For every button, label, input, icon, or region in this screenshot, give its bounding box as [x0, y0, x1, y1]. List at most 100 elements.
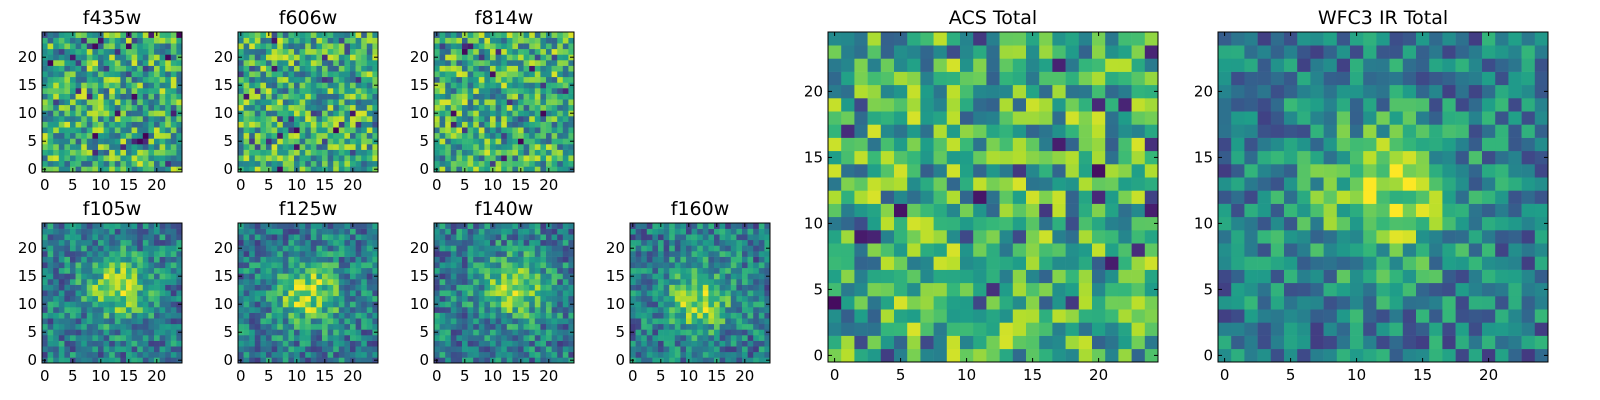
- axes-frame: [237, 222, 379, 364]
- heatmap-cell: [854, 322, 868, 336]
- heatmap-cell: [467, 234, 474, 241]
- heatmap-cell: [243, 307, 250, 313]
- heatmap-cell: [154, 138, 160, 145]
- heatmap-cell: [907, 282, 921, 297]
- heatmap-cell: [137, 251, 144, 257]
- heatmap-cell: [98, 234, 104, 241]
- heatmap-cell: [355, 251, 362, 257]
- heatmap-cell: [534, 138, 541, 145]
- heatmap-cell: [894, 164, 908, 178]
- heatmap-cell: [439, 43, 446, 50]
- heatmap-cell: [70, 335, 76, 341]
- heatmap-cell: [702, 312, 709, 319]
- heatmap-cell: [249, 284, 256, 291]
- heatmap-cell: [53, 144, 60, 150]
- heatmap-cell: [462, 340, 468, 347]
- heatmap-cell: [534, 279, 541, 285]
- heatmap-cell: [137, 37, 144, 44]
- heatmap-cell: [434, 116, 440, 122]
- heatmap-cell: [1012, 348, 1027, 363]
- heatmap-cell: [529, 110, 536, 117]
- heatmap-cell: [473, 245, 480, 252]
- heatmap-cell: [58, 60, 65, 66]
- heatmap-cell: [154, 307, 160, 313]
- heatmap-cell: [47, 71, 54, 78]
- heatmap-cell: [725, 295, 732, 302]
- heatmap-cell: [75, 239, 82, 246]
- heatmap-cell: [316, 76, 323, 83]
- heatmap-cell: [730, 307, 737, 313]
- heatmap-cell: [350, 262, 356, 269]
- heatmap-cell: [70, 37, 76, 44]
- heatmap-cell: [75, 262, 82, 269]
- heatmap-cell: [708, 223, 715, 229]
- heatmap-cell: [730, 284, 737, 291]
- heatmap-cell: [764, 239, 771, 246]
- heatmap-cell: [238, 99, 244, 106]
- heatmap-cell: [137, 340, 144, 347]
- heatmap-cell: [462, 121, 468, 128]
- heatmap-cell: [540, 234, 547, 241]
- heatmap-cell: [546, 262, 552, 269]
- heatmap-cell: [534, 223, 541, 229]
- heatmap-cell: [260, 323, 267, 330]
- heatmap-cell: [103, 144, 110, 150]
- heatmap-cell: [641, 251, 648, 257]
- heatmap-cell: [366, 357, 373, 364]
- heatmap-cell: [243, 166, 250, 173]
- heatmap-cell: [462, 239, 468, 246]
- heatmap-cell: [243, 160, 250, 167]
- heatmap-cell: [702, 239, 709, 246]
- heatmap-cell: [523, 223, 530, 229]
- heatmap-cell: [305, 132, 312, 139]
- heatmap-cell: [686, 234, 692, 241]
- heatmap-cell: [344, 60, 351, 66]
- heatmap-cell: [75, 82, 82, 89]
- heatmap-cell: [64, 295, 71, 302]
- heatmap-cell: [1012, 296, 1027, 310]
- heatmap-cell: [333, 357, 340, 364]
- heatmap-cell: [1118, 243, 1132, 257]
- heatmap-cell: [523, 301, 530, 308]
- heatmap-cell: [714, 239, 720, 246]
- heatmap-cell: [467, 307, 474, 313]
- heatmap-cell: [159, 346, 166, 353]
- heatmap-cell: [758, 273, 765, 280]
- heatmap-cell: [70, 279, 76, 285]
- heatmap-cell: [551, 121, 558, 128]
- heatmap-cell: [534, 149, 541, 156]
- heatmap-cell: [271, 357, 278, 364]
- heatmap-cell: [75, 323, 82, 330]
- heatmap-cell: [473, 99, 480, 106]
- heatmap-cell: [439, 32, 446, 38]
- heatmap-cell: [1065, 269, 1080, 284]
- heatmap-cell: [266, 76, 272, 83]
- heatmap-cell: [534, 127, 541, 134]
- heatmap-cell: [159, 138, 166, 145]
- heatmap-cell: [75, 335, 82, 341]
- heatmap-cell: [338, 132, 345, 139]
- heatmap-cell: [467, 82, 474, 89]
- heatmap-cell: [1092, 309, 1106, 323]
- heatmap-cell: [70, 273, 76, 280]
- heatmap-cell: [266, 329, 272, 336]
- heatmap-cell: [478, 239, 485, 246]
- heatmap-cell: [254, 290, 261, 297]
- heatmap-cell: [540, 301, 547, 308]
- heatmap-cell: [154, 132, 160, 139]
- heatmap-cell: [271, 37, 278, 44]
- heatmap-cell: [467, 318, 474, 325]
- heatmap-cell: [562, 267, 569, 274]
- heatmap-cell: [495, 351, 502, 358]
- x-tick-label: 5: [68, 176, 78, 194]
- heatmap-cell: [47, 307, 54, 313]
- heatmap-cell: [439, 251, 446, 257]
- heatmap-cell: [758, 239, 765, 246]
- heatmap-cell: [450, 329, 457, 336]
- heatmap-cell: [1092, 177, 1106, 191]
- heatmap-cell: [540, 82, 547, 89]
- heatmap-cell: [53, 351, 60, 358]
- heatmap-cell: [114, 245, 121, 252]
- heatmap-cell: [86, 110, 93, 117]
- heatmap-cell: [546, 160, 552, 167]
